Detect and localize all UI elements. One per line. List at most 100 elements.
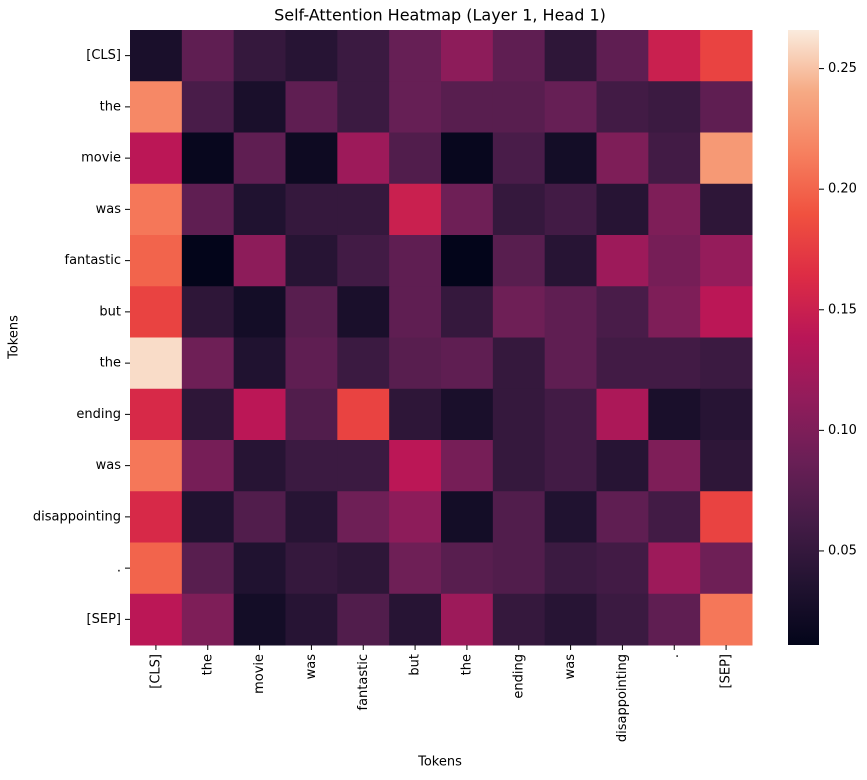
heatmap-cell: [596, 542, 649, 595]
heatmap-cell: [596, 491, 649, 543]
heatmap-cell: [233, 337, 286, 390]
heatmap-cell: [441, 593, 494, 646]
colorbar-tick-label: 0.10: [828, 423, 857, 438]
heatmap-cell: [648, 337, 701, 390]
heatmap-cell: [130, 81, 183, 133]
heatmap-cell: [130, 337, 183, 390]
heatmap-cell: [285, 440, 338, 492]
heatmap-cell: [130, 491, 183, 543]
heatmap-cell: [700, 388, 753, 441]
heatmap-cell: [700, 491, 753, 543]
heatmap-cell: [492, 81, 546, 133]
heatmap-cell: [233, 286, 286, 338]
heatmap-cell: [700, 337, 753, 390]
heatmap-cell: [492, 388, 546, 441]
heatmap-cell: [700, 440, 753, 492]
heatmap-cell: [596, 593, 649, 646]
heatmap-cell: [700, 286, 753, 338]
heatmap-cell: [441, 491, 494, 543]
heatmap-cell: [544, 440, 597, 492]
heatmap-cell: [130, 132, 183, 185]
colorbar-tick-label: 0.20: [828, 182, 857, 197]
heatmap-cell: [648, 235, 701, 287]
heatmap-cell: [544, 491, 597, 543]
heatmap-cell: [389, 542, 442, 595]
heatmap-cell: [492, 491, 546, 543]
heatmap-cell: [596, 183, 649, 236]
colorbar-tick-label: 0.15: [828, 302, 857, 317]
heatmap-cell: [492, 286, 546, 338]
x-tick-label: the: [459, 654, 474, 675]
heatmap-cell: [389, 183, 442, 236]
heatmap-cell: [700, 183, 753, 236]
x-tick-label: ending: [511, 654, 526, 699]
heatmap-cell: [337, 81, 390, 133]
heatmap-cell: [285, 286, 338, 338]
y-axis-label: Tokens: [7, 315, 22, 360]
heatmap-cell: [233, 132, 286, 185]
heatmap-cell: [700, 30, 753, 82]
y-tick-label: movie: [81, 151, 121, 166]
heatmap-cell: [389, 388, 442, 441]
y-tick-label: [SEP]: [87, 612, 121, 627]
heatmap-cell: [285, 235, 338, 287]
heatmap-cell: [544, 337, 597, 390]
heatmap-cell: [130, 286, 183, 338]
heatmap-cell: [492, 30, 546, 82]
heatmap-cell: [389, 235, 442, 287]
heatmap-cell: [233, 388, 286, 441]
x-tick-label: fantastic: [356, 654, 371, 710]
heatmap-cell: [648, 30, 701, 82]
x-tick-label: [SEP]: [719, 654, 734, 688]
heatmap-cell: [544, 388, 597, 441]
heatmap-cell: [130, 388, 183, 441]
heatmap-cell: [233, 81, 286, 133]
heatmap-cell: [544, 81, 597, 133]
heatmap-cell: [441, 30, 494, 82]
heatmap-cell: [544, 183, 597, 236]
heatmap-cell: [544, 542, 597, 595]
x-tick-label: the: [200, 654, 215, 675]
heatmap-cell: [130, 542, 183, 595]
heatmap-cell: [130, 593, 183, 646]
y-tick-label: but: [99, 304, 121, 319]
heatmap-cell: [596, 337, 649, 390]
x-tick-label: was: [304, 654, 319, 680]
heatmap-cell: [596, 388, 649, 441]
heatmap-cell: [544, 593, 597, 646]
heatmap-cell: [233, 593, 286, 646]
heatmap-cell: [389, 440, 442, 492]
heatmap-cell: [648, 593, 701, 646]
heatmap-cell: [700, 235, 753, 287]
heatmap-cell: [596, 440, 649, 492]
heatmap-cell: [337, 30, 390, 82]
heatmap-cell: [596, 132, 649, 185]
heatmap-cell: [648, 440, 701, 492]
x-tick-label: .: [667, 654, 682, 658]
x-tick-label: movie: [252, 654, 267, 694]
colorbar-tick-label: 0.25: [828, 61, 857, 76]
x-tick-label: disappointing: [615, 654, 630, 742]
y-tick-label: .: [117, 561, 121, 576]
heatmap-cell: [181, 337, 235, 390]
heatmap-cell: [337, 491, 390, 543]
x-tick-label: [CLS]: [148, 654, 163, 689]
heatmap-cell: [130, 30, 183, 82]
heatmap-cell: [648, 81, 701, 133]
heatmap-cell: [181, 235, 235, 287]
heatmap-cell: [492, 337, 546, 390]
heatmap-cell: [181, 286, 235, 338]
y-tick-label: was: [96, 458, 122, 473]
heatmap-cell: [337, 542, 390, 595]
x-tick-label: was: [563, 654, 578, 680]
heatmap-cell: [441, 440, 494, 492]
heatmap-cell: [233, 542, 286, 595]
heatmap-cell: [544, 132, 597, 185]
y-tick-label: [CLS]: [86, 48, 121, 63]
heatmap-cell: [181, 388, 235, 441]
heatmap-cell: [389, 81, 442, 133]
heatmap-cell: [285, 30, 338, 82]
heatmap-cell: [544, 30, 597, 82]
heatmap-cell: [441, 337, 494, 390]
heatmap-cell: [233, 440, 286, 492]
